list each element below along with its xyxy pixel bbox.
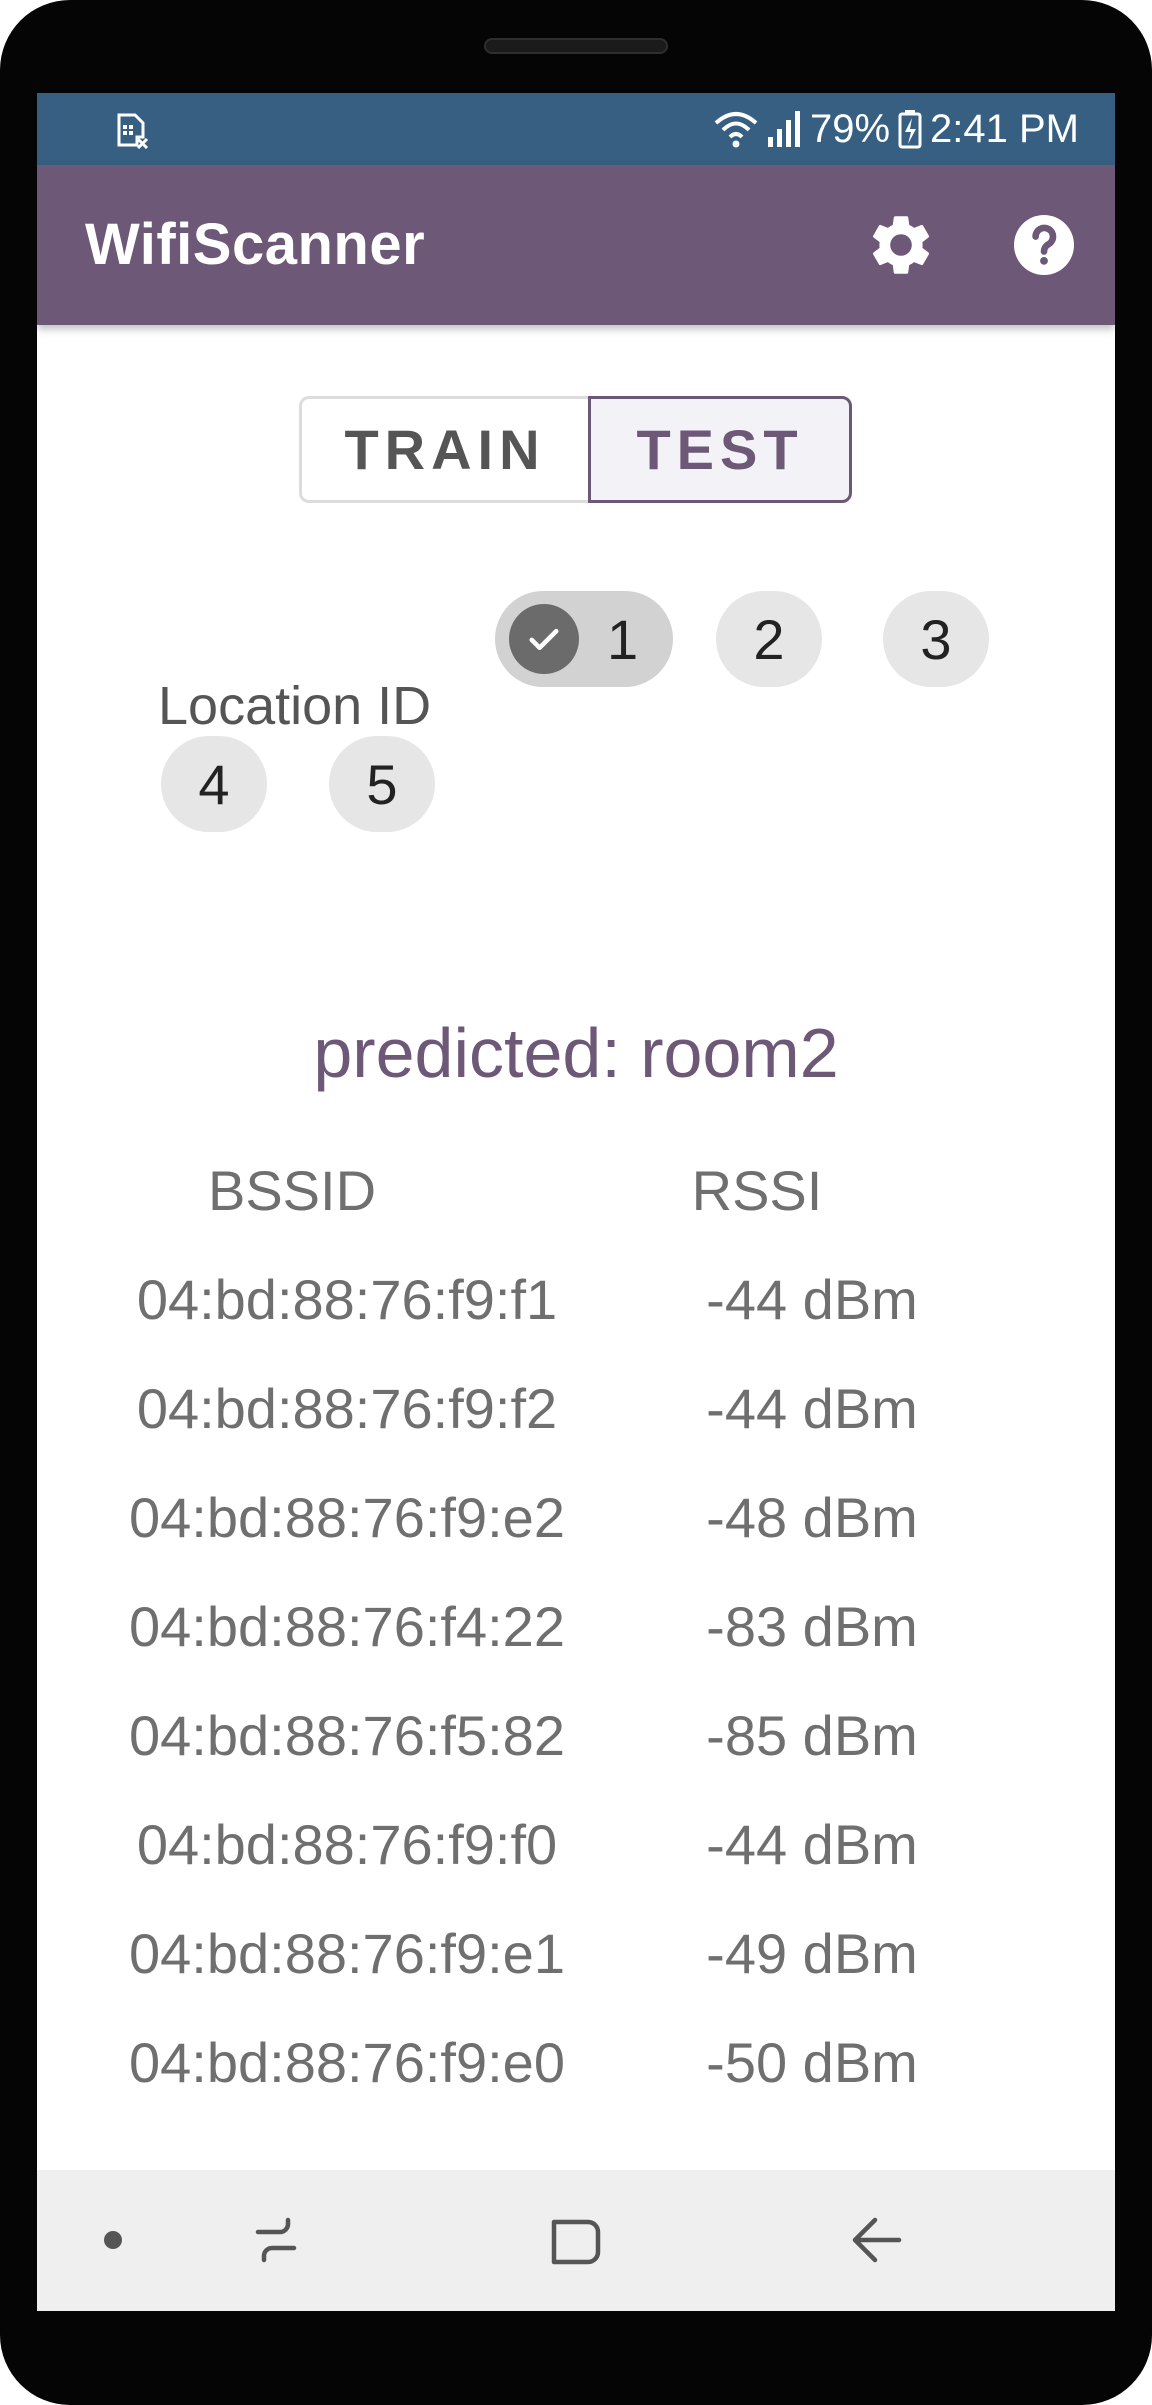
back-icon[interactable] bbox=[845, 2208, 909, 2272]
mode-toggle: TRAIN TEST bbox=[299, 396, 852, 503]
rssi-header: RSSI bbox=[691, 1159, 823, 1222]
rssi-cell: -44 dBm bbox=[706, 1268, 918, 1331]
settings-icon[interactable] bbox=[865, 209, 937, 281]
bssid-cell: 04:bd:88:76:f9:e0 bbox=[129, 2031, 565, 2094]
test-tab[interactable]: TEST bbox=[588, 396, 852, 503]
bssid-cell: 04:bd:88:76:f5:82 bbox=[129, 1704, 565, 1767]
table-row: 04:bd:88:76:f9:e2 -48 dBm bbox=[37, 1463, 1115, 1572]
table-row: 04:bd:88:76:f9:f2 -44 dBm bbox=[37, 1354, 1115, 1463]
rssi-cell: -44 dBm bbox=[706, 1813, 918, 1876]
dot-icon[interactable] bbox=[81, 2208, 145, 2272]
table-row: 04:bd:88:76:f9:e1 -49 dBm bbox=[37, 1899, 1115, 2008]
help-icon[interactable] bbox=[1008, 209, 1080, 281]
location-chip-5[interactable]: 5 bbox=[329, 736, 435, 832]
recent-apps-icon[interactable] bbox=[244, 2208, 308, 2272]
location-chip-3[interactable]: 3 bbox=[883, 591, 989, 687]
sim-error-icon bbox=[117, 113, 149, 149]
app-title: WifiScanner bbox=[85, 212, 426, 277]
bssid-cell: 04:bd:88:76:f4:22 bbox=[129, 1595, 565, 1658]
speaker-grille bbox=[484, 38, 668, 54]
table-row: 04:bd:88:76:f9:f0 -44 dBm bbox=[37, 1790, 1115, 1899]
battery-percent: 79% bbox=[809, 106, 891, 151]
chip-label: 4 bbox=[198, 752, 230, 816]
location-chip-4[interactable]: 4 bbox=[161, 736, 267, 832]
screen: 79% 2:41 PM WifiScanner TR bbox=[37, 93, 1115, 2311]
location-chip-1[interactable]: 1 bbox=[495, 591, 673, 687]
battery-charging-icon bbox=[898, 110, 922, 149]
table-row: 04:bd:88:76:f9:e0 -50 dBm bbox=[37, 2008, 1115, 2117]
app-bar: WifiScanner bbox=[37, 165, 1115, 325]
rssi-cell: -48 dBm bbox=[706, 1486, 918, 1549]
signal-icon bbox=[767, 111, 800, 147]
rssi-cell: -85 dBm bbox=[706, 1704, 918, 1767]
table-header: BSSID RSSI bbox=[37, 1136, 1115, 1245]
table-row: 04:bd:88:76:f5:82 -85 dBm bbox=[37, 1681, 1115, 1790]
rssi-cell: -50 dBm bbox=[706, 2031, 918, 2094]
rssi-cell: -83 dBm bbox=[706, 1595, 918, 1658]
table-row: 04:bd:88:76:f9:f1 -44 dBm bbox=[37, 1245, 1115, 1354]
system-nav-bar bbox=[37, 2170, 1115, 2311]
bssid-cell: 04:bd:88:76:f9:f0 bbox=[136, 1813, 558, 1876]
chip-label: 3 bbox=[920, 607, 952, 671]
chip-label: 1 bbox=[607, 607, 639, 671]
prediction-text: predicted: room2 bbox=[313, 1014, 839, 1092]
wifi-icon bbox=[714, 112, 758, 148]
bssid-cell: 04:bd:88:76:f9:e1 bbox=[129, 1922, 565, 1985]
location-id-label: Location ID bbox=[158, 676, 432, 736]
bssid-cell: 04:bd:88:76:f9:e2 bbox=[129, 1486, 565, 1549]
rssi-cell: -44 dBm bbox=[706, 1377, 918, 1440]
train-tab[interactable]: TRAIN bbox=[299, 396, 588, 503]
clock: 2:41 PM bbox=[930, 106, 1079, 151]
bssid-header: BSSID bbox=[207, 1159, 377, 1222]
status-indicators: 79% 2:41 PM bbox=[714, 93, 1079, 165]
bssid-cell: 04:bd:88:76:f9:f2 bbox=[136, 1377, 558, 1440]
status-bar: 79% 2:41 PM bbox=[37, 93, 1115, 165]
chip-label: 2 bbox=[753, 607, 785, 671]
check-icon bbox=[509, 604, 579, 674]
location-chip-2[interactable]: 2 bbox=[716, 591, 822, 687]
bssid-cell: 04:bd:88:76:f9:f1 bbox=[136, 1268, 558, 1331]
chip-label: 5 bbox=[366, 752, 398, 816]
home-icon[interactable] bbox=[544, 2208, 608, 2272]
rssi-cell: -49 dBm bbox=[706, 1922, 918, 1985]
table-row: 04:bd:88:76:f4:22 -83 dBm bbox=[37, 1572, 1115, 1681]
